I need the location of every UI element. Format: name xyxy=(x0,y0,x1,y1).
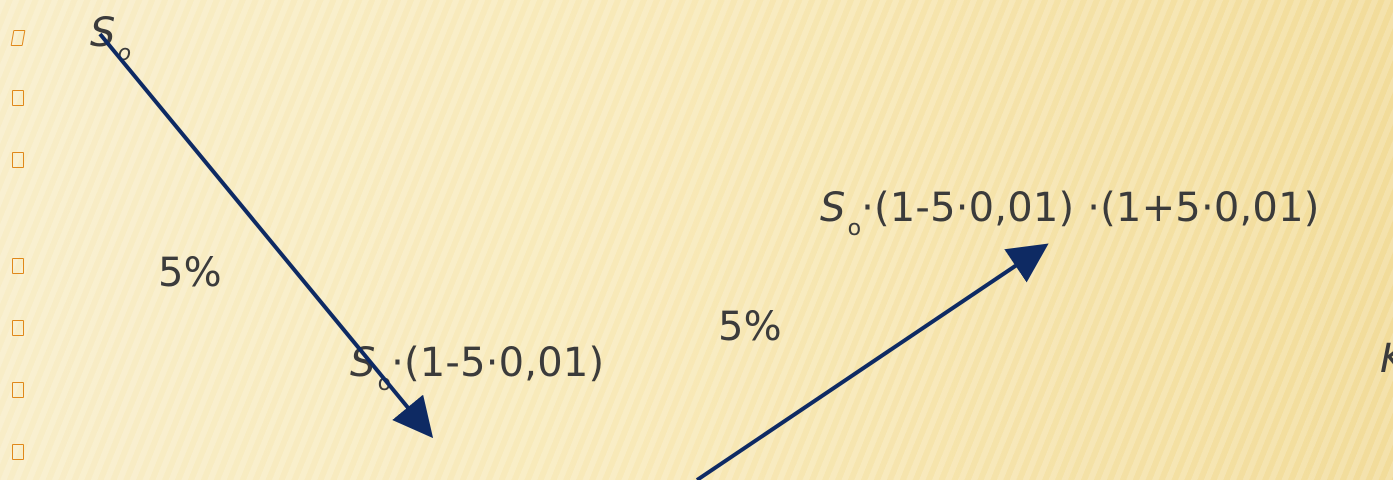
after-decrease-symbol: S xyxy=(350,340,376,386)
increase-percent-label: 5% xyxy=(718,304,782,350)
after-increase-subscript: o xyxy=(847,216,862,241)
bullet-icon xyxy=(12,258,24,274)
after-decrease-formula: So·(1-5·0,01) xyxy=(350,340,604,396)
bullet-icon xyxy=(12,90,24,106)
bullet-icon xyxy=(12,444,24,460)
bullet-icon xyxy=(12,320,24,336)
bullet-icon xyxy=(12,152,24,168)
after-decrease-expression: ·(1-5·0,01) xyxy=(391,340,605,386)
bullet-icon xyxy=(12,382,24,398)
after-decrease-subscript: o xyxy=(377,371,392,396)
initial-value-label: So xyxy=(90,10,131,66)
increase-arrow xyxy=(695,243,1049,480)
after-increase-formula: So·(1-5·0,01) ·(1+5·0,01) xyxy=(820,185,1320,241)
initial-value-symbol: S xyxy=(90,10,116,56)
decrease-percent-label: 5% xyxy=(158,250,222,296)
after-increase-symbol: S xyxy=(820,185,846,231)
bullet-column xyxy=(10,20,32,480)
after-increase-expression: ·(1-5·0,01) ·(1+5·0,01) xyxy=(861,185,1320,231)
initial-value-subscript: o xyxy=(117,41,132,66)
bullet-icon xyxy=(10,30,26,46)
edge-partial-text: K xyxy=(1380,336,1393,382)
